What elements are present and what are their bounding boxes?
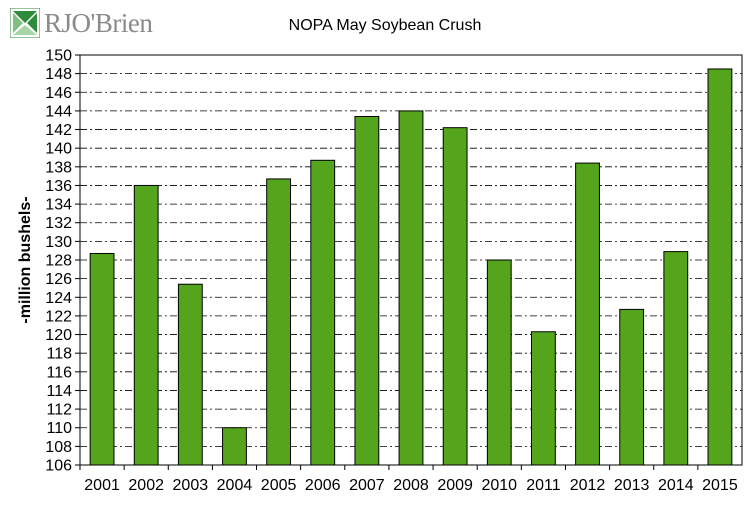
y-tick-label: 116: [46, 364, 72, 381]
x-tick-label: 2007: [349, 477, 385, 494]
y-tick-label: 136: [45, 178, 72, 195]
y-tick-label: 144: [45, 103, 72, 120]
bar-2013: [619, 308, 645, 466]
x-tick-label: 2008: [393, 477, 429, 494]
y-tick-label: 138: [45, 159, 72, 176]
logo-text: RJO'Brien: [44, 8, 153, 38]
x-tick-label: 2014: [658, 477, 694, 494]
bar-2005: [266, 178, 292, 466]
y-tick-label: 148: [45, 66, 72, 83]
x-tick-label: 2010: [481, 477, 517, 494]
bar-2007: [354, 116, 380, 466]
y-tick-label: 134: [45, 197, 72, 214]
bar-2010: [486, 259, 512, 466]
bar-2012: [575, 162, 600, 466]
x-tick-label: 2009: [437, 477, 473, 494]
x-tick-label: 2006: [305, 477, 341, 494]
y-tick-label: 146: [45, 85, 72, 102]
bar-2003: [177, 283, 203, 466]
y-tick-label: 130: [45, 234, 72, 251]
y-tick-label: 108: [45, 439, 72, 456]
y-tick-label: 118: [46, 346, 72, 363]
bar-2002: [133, 184, 159, 466]
x-tick-label: 2012: [570, 477, 606, 494]
x-tick-label: 2015: [702, 477, 738, 494]
x-axis-ticks: 2001 2002 2003 2004 2005 2006 2007 2008 2009 2010…: [79, 465, 738, 494]
bar-2006: [310, 159, 336, 466]
y-tick-label: 140: [45, 141, 72, 158]
y-tick-label: 128: [45, 253, 72, 270]
y-tick-label: 120: [45, 327, 72, 344]
chart-title: NOPA May Soybean Crush: [288, 17, 482, 34]
y-axis-label: -million bushels-: [17, 196, 34, 323]
x-tick-label: 2013: [614, 477, 650, 494]
y-tick-label: 114: [46, 383, 72, 400]
bar-2014: [663, 251, 689, 466]
bar-2008: [398, 110, 424, 466]
x-tick-label: 2005: [261, 477, 297, 494]
y-tick-label: 106: [45, 458, 72, 475]
y-tick-label: 112: [46, 402, 72, 419]
bar-2011: [530, 331, 556, 466]
bar-2004: [222, 427, 247, 466]
y-tick-label: 150: [45, 48, 72, 65]
bar-2009: [442, 127, 468, 466]
x-tick-label: 2001: [84, 477, 120, 494]
y-tick-label: 124: [45, 290, 72, 307]
bar-2001: [89, 252, 115, 466]
y-tick-label: 122: [45, 308, 72, 325]
bars: [89, 68, 733, 466]
x-tick-label: 2003: [173, 477, 209, 494]
logo-mark-icon: [10, 8, 40, 38]
y-tick-label: 126: [45, 271, 72, 288]
y-tick-label: 110: [46, 420, 72, 437]
bar-2015: [707, 68, 733, 466]
x-tick-label: 2002: [128, 477, 164, 494]
y-tick-label: 142: [45, 122, 72, 139]
y-tick-label: 132: [45, 215, 72, 232]
x-tick-label: 2004: [217, 477, 253, 494]
x-tick-label: 2011: [526, 477, 561, 494]
company-logo: RJO'Brien: [10, 6, 153, 40]
